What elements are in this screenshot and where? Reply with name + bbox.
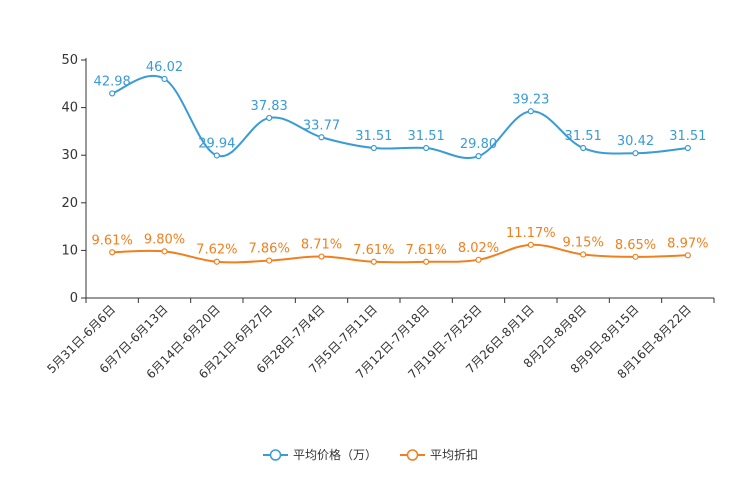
data-label: 29.94 xyxy=(198,136,235,151)
data-label: 37.83 xyxy=(251,99,288,114)
data-point xyxy=(580,251,587,258)
data-point xyxy=(161,248,168,255)
data-labels: 42.98 46.02 29.94 37.83 33.77 31.51 31.51 29.80… xyxy=(92,60,709,258)
legend[interactable]: 平均价格（万） 平均折扣 xyxy=(263,447,478,462)
data-label: 7.61% xyxy=(406,243,447,258)
data-label: 31.51 xyxy=(408,129,445,144)
y-tick-label: 10 xyxy=(61,243,78,258)
data-label: 30.42 xyxy=(617,134,654,149)
data-point xyxy=(632,253,639,260)
y-tick-label: 40 xyxy=(61,101,78,116)
data-label: 9.61% xyxy=(92,233,133,248)
data-point xyxy=(370,258,377,265)
data-point xyxy=(213,258,220,265)
data-point xyxy=(475,153,482,160)
data-label: 46.02 xyxy=(146,60,183,75)
data-label: 42.98 xyxy=(94,74,131,89)
legend-swatch-marker xyxy=(269,449,282,461)
data-label: 29.80 xyxy=(460,137,497,152)
data-point xyxy=(423,144,430,152)
series-line-1 xyxy=(112,243,688,264)
legend-item-1[interactable]: 平均折扣 xyxy=(400,447,478,462)
legend-item-0[interactable]: 平均价格（万） xyxy=(263,447,377,462)
data-label: 7.62% xyxy=(196,243,237,258)
data-point xyxy=(684,144,691,152)
data-point xyxy=(527,108,534,115)
data-point xyxy=(318,134,325,141)
data-point xyxy=(423,258,430,265)
data-label: 8.65% xyxy=(615,238,656,253)
data-label: 8.97% xyxy=(667,236,708,251)
data-label: 9.80% xyxy=(144,232,185,247)
data-label: 31.51 xyxy=(355,129,392,144)
data-point xyxy=(318,253,325,260)
data-label: 39.23 xyxy=(512,92,549,107)
series-layer xyxy=(109,74,691,265)
data-label: 11.17% xyxy=(506,226,556,241)
data-point xyxy=(213,152,220,159)
data-label: 7.86% xyxy=(249,242,290,257)
y-tick-label: 30 xyxy=(61,148,78,163)
data-label: 33.77 xyxy=(303,118,340,133)
y-tick-label: 0 xyxy=(70,291,78,306)
axes: 010203040505月31日-6月6日6月7日-6月13日6月14日-6月2… xyxy=(44,53,715,382)
data-label: 7.61% xyxy=(353,243,394,258)
data-label: 31.51 xyxy=(669,129,706,144)
data-point xyxy=(475,256,482,263)
data-point xyxy=(632,150,639,157)
data-point xyxy=(684,252,691,259)
data-point xyxy=(266,257,273,264)
data-point xyxy=(370,144,377,152)
data-point xyxy=(161,75,168,83)
data-point xyxy=(109,90,116,97)
data-point xyxy=(109,249,116,256)
data-point xyxy=(580,144,587,152)
legend-label: 平均折扣 xyxy=(430,447,478,462)
data-label: 31.51 xyxy=(565,129,602,144)
y-tick-label: 20 xyxy=(61,196,78,211)
legend-label: 平均价格（万） xyxy=(293,447,377,462)
data-point xyxy=(527,241,534,248)
data-label: 9.15% xyxy=(563,235,604,250)
y-tick-label: 50 xyxy=(61,53,78,68)
data-label: 8.02% xyxy=(458,241,499,256)
legend-swatch-marker xyxy=(406,449,419,461)
data-point xyxy=(266,114,273,122)
data-label: 8.71% xyxy=(301,238,342,253)
